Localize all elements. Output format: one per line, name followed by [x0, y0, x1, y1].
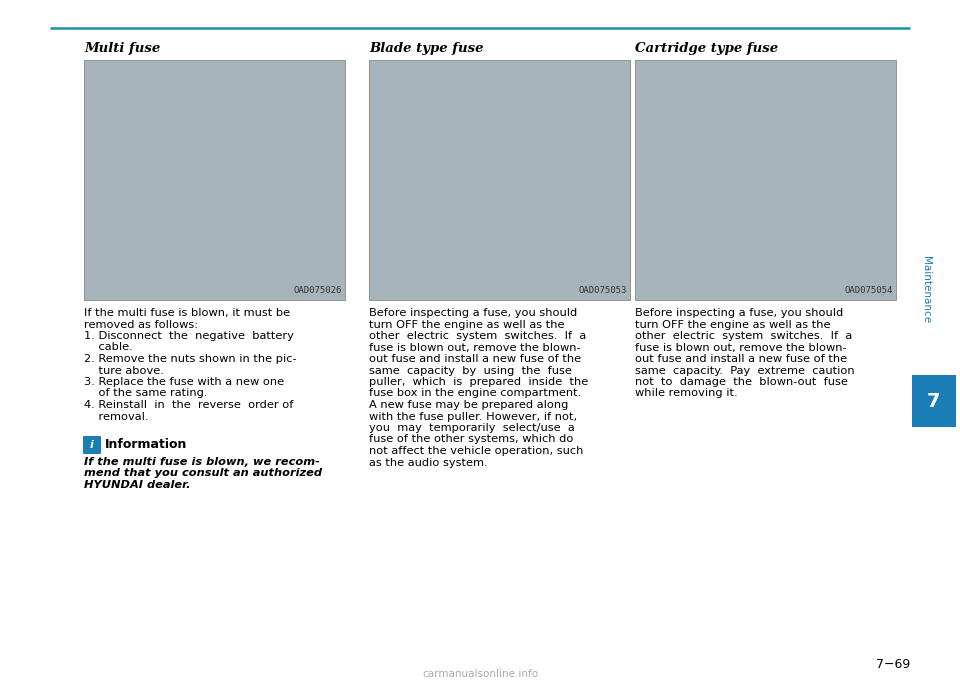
Text: not  to  damage  the  blown-out  fuse: not to damage the blown-out fuse	[635, 377, 848, 387]
Text: out fuse and install a new fuse of the: out fuse and install a new fuse of the	[369, 354, 581, 364]
Text: cable.: cable.	[84, 342, 132, 353]
Text: puller,  which  is  prepared  inside  the: puller, which is prepared inside the	[369, 377, 588, 387]
Text: i: i	[90, 440, 94, 450]
Text: removal.: removal.	[84, 411, 149, 422]
Text: ture above.: ture above.	[84, 365, 164, 376]
Text: 7: 7	[927, 391, 941, 411]
Bar	[635, 60, 896, 300]
Text: carmanualsonline.info: carmanualsonline.info	[422, 669, 538, 679]
Text: mend that you consult an authorized: mend that you consult an authorized	[84, 469, 322, 478]
Text: of the same rating.: of the same rating.	[84, 389, 207, 398]
Text: Maintenance: Maintenance	[921, 256, 931, 323]
Text: other  electric  system  switches.  If  a: other electric system switches. If a	[635, 331, 852, 341]
Text: 4. Reinstall  in  the  reverse  order of: 4. Reinstall in the reverse order of	[84, 400, 294, 410]
FancyBboxPatch shape	[83, 436, 101, 454]
Text: HYUNDAI dealer.: HYUNDAI dealer.	[84, 480, 190, 490]
Text: while removing it.: while removing it.	[635, 389, 737, 398]
Text: Cartridge type fuse: Cartridge type fuse	[635, 42, 779, 55]
Text: A new fuse may be prepared along: A new fuse may be prepared along	[369, 400, 568, 410]
Text: with the fuse puller. However, if not,: with the fuse puller. However, if not,	[369, 411, 577, 422]
Text: same  capacity  by  using  the  fuse: same capacity by using the fuse	[369, 365, 572, 376]
Text: turn OFF the engine as well as the: turn OFF the engine as well as the	[369, 320, 564, 329]
Text: Blade type fuse: Blade type fuse	[369, 42, 484, 55]
Text: 2. Remove the nuts shown in the pic-: 2. Remove the nuts shown in the pic-	[84, 354, 297, 364]
Text: fuse of the other systems, which do: fuse of the other systems, which do	[369, 435, 573, 444]
Text: as the audio system.: as the audio system.	[369, 457, 488, 468]
Bar	[84, 60, 345, 300]
Text: OAD075026: OAD075026	[294, 286, 342, 295]
Text: fuse is blown out, remove the blown-: fuse is blown out, remove the blown-	[369, 342, 581, 353]
Text: turn OFF the engine as well as the: turn OFF the engine as well as the	[635, 320, 830, 329]
Text: removed as follows:: removed as follows:	[84, 320, 198, 329]
Text: OAD075053: OAD075053	[579, 286, 627, 295]
Text: other  electric  system  switches.  If  a: other electric system switches. If a	[369, 331, 587, 341]
Text: 1. Disconnect  the  negative  battery: 1. Disconnect the negative battery	[84, 331, 294, 341]
Text: you  may  temporarily  select/use  a: you may temporarily select/use a	[369, 423, 575, 433]
Text: fuse is blown out, remove the blown-: fuse is blown out, remove the blown-	[635, 342, 847, 353]
Text: same  capacity.  Pay  extreme  caution: same capacity. Pay extreme caution	[635, 365, 854, 376]
Text: not affect the vehicle operation, such: not affect the vehicle operation, such	[369, 446, 584, 456]
Text: 3. Replace the fuse with a new one: 3. Replace the fuse with a new one	[84, 377, 284, 387]
Text: If the multi fuse is blown, it must be: If the multi fuse is blown, it must be	[84, 308, 290, 318]
Bar	[369, 60, 630, 300]
Text: Before inspecting a fuse, you should: Before inspecting a fuse, you should	[635, 308, 843, 318]
Text: Before inspecting a fuse, you should: Before inspecting a fuse, you should	[369, 308, 577, 318]
Bar	[912, 376, 956, 427]
Text: OAD075054: OAD075054	[845, 286, 893, 295]
Text: fuse box in the engine compartment.: fuse box in the engine compartment.	[369, 389, 581, 398]
Text: out fuse and install a new fuse of the: out fuse and install a new fuse of the	[635, 354, 847, 364]
Text: If the multi fuse is blown, we recom-: If the multi fuse is blown, we recom-	[84, 457, 320, 467]
Text: 7−69: 7−69	[876, 658, 910, 671]
Text: Information: Information	[105, 438, 187, 451]
Text: Multi fuse: Multi fuse	[84, 42, 160, 55]
